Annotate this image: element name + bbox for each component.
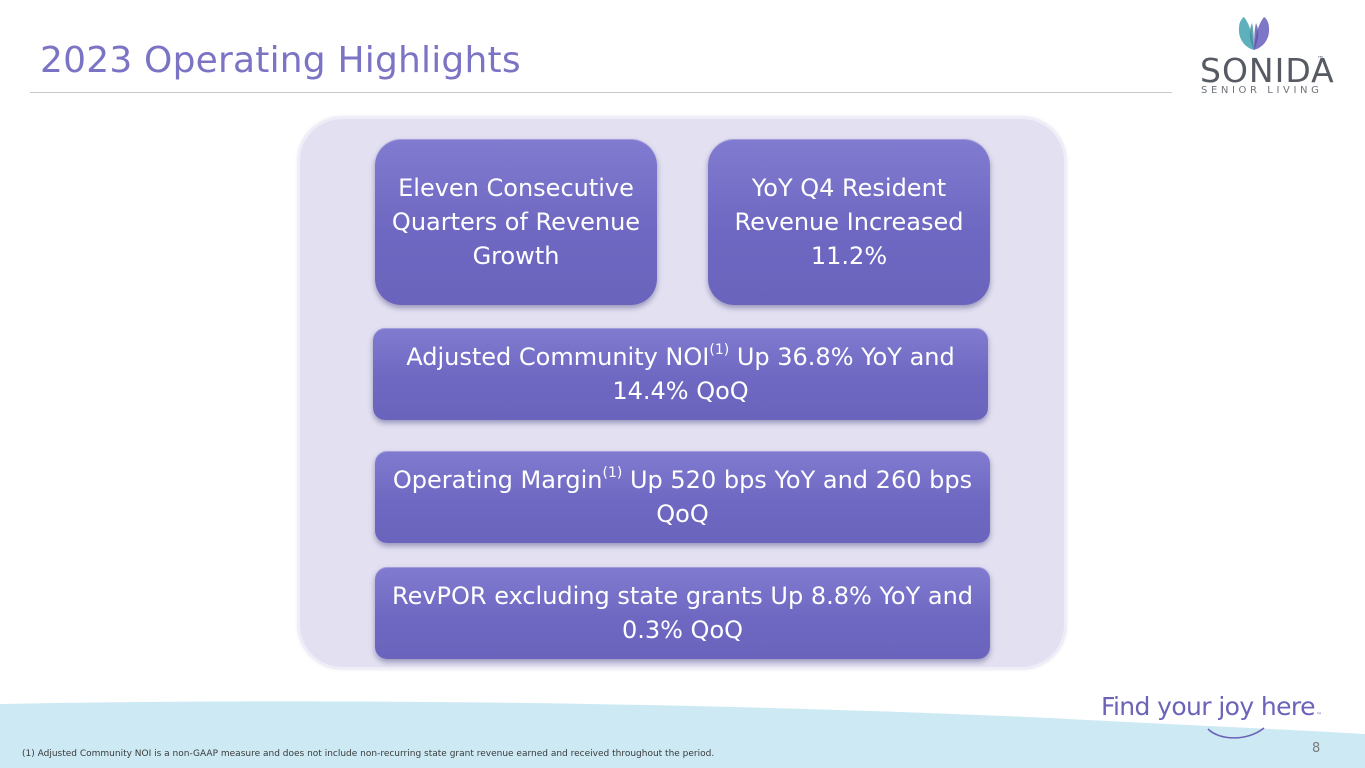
- title-divider: [30, 92, 1172, 93]
- highlight-operating-margin: Operating Margin(1) Up 520 bps YoY and 2…: [375, 451, 990, 543]
- footnote-reference: (1): [709, 342, 730, 358]
- smile-swoosh-icon: [1207, 727, 1265, 739]
- sonida-logo: SONIDA ™ SENIOR LIVING: [1196, 14, 1336, 100]
- highlight-text-lead: Operating Margin: [392, 466, 603, 494]
- footnote-reference: (1): [602, 465, 623, 481]
- logo-trademark: ™: [1317, 55, 1324, 63]
- highlight-text-wrapper: Operating Margin(1) Up 520 bps YoY and 2…: [389, 463, 976, 531]
- highlight-text: RevPOR excluding state grants Up 8.8% Yo…: [391, 582, 974, 644]
- slide-title: 2023 Operating Highlights: [40, 40, 521, 81]
- highlight-revenue-growth: Eleven Consecutive Quarters of Revenue G…: [375, 139, 657, 305]
- page-number: 8: [1312, 741, 1321, 756]
- tagline: Find your joy here: [1101, 692, 1315, 721]
- highlight-text: Eleven Consecutive Quarters of Revenue G…: [391, 174, 641, 270]
- highlight-text: YoY Q4 Resident Revenue Increased 11.2%: [734, 174, 964, 270]
- butterfly-icon: [1238, 17, 1270, 50]
- tagline-trademark: ™: [1316, 712, 1322, 719]
- footnote: (1) Adjusted Community NOI is a non-GAAP…: [22, 749, 715, 759]
- highlight-text-tail: Up 520 bps YoY and 260 bps QoQ: [622, 466, 973, 528]
- logo-wordmark: SONIDA: [1200, 51, 1335, 90]
- highlight-resident-revenue: YoY Q4 Resident Revenue Increased 11.2%: [708, 139, 990, 305]
- highlight-community-noi: Adjusted Community NOI(1) Up 36.8% YoY a…: [373, 328, 988, 420]
- highlight-text-wrapper: Adjusted Community NOI(1) Up 36.8% YoY a…: [387, 340, 974, 408]
- highlight-text-tail: Up 36.8% YoY and 14.4% QoQ: [612, 343, 955, 405]
- highlight-text-lead: Adjusted Community NOI: [406, 343, 710, 371]
- highlight-revpor: RevPOR excluding state grants Up 8.8% Yo…: [375, 567, 990, 659]
- footer-wave: [0, 701, 1365, 768]
- logo-subtitle: SENIOR LIVING: [1201, 85, 1323, 96]
